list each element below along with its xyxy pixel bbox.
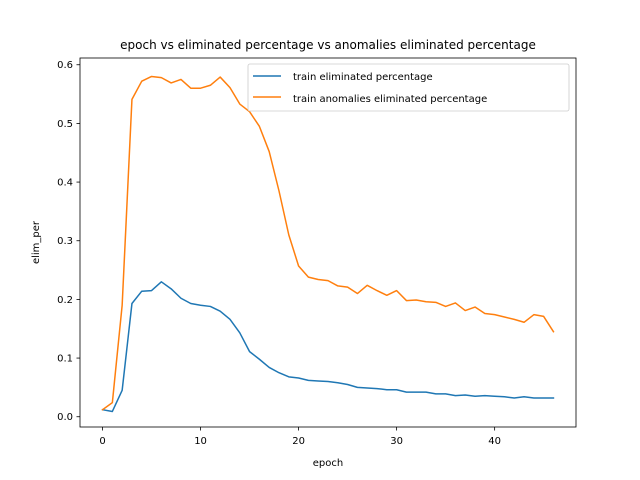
y-tick-label: 0.2 [57,295,73,306]
series-lines [101,75,555,413]
y-axis-ticks: 0.0 0.1 0.2 0.3 0.4 0.5 0.6 [57,60,80,423]
y-tick-label: 0.0 [57,412,73,423]
y-tick-label: 0.6 [57,60,73,71]
x-tick-label: 30 [390,436,403,447]
y-axis-label: elim_per [31,220,42,264]
y-tick-label: 0.5 [57,119,73,130]
x-tick-label: 0 [99,436,105,447]
plot-area [80,58,576,427]
x-tick-label: 20 [292,436,305,447]
series-line-eliminated [101,281,555,413]
legend: train eliminated percentage train anomal… [247,63,570,112]
y-tick-label: 0.4 [57,178,73,189]
y-tick-label: 0.3 [57,236,73,247]
x-axis-label: epoch [313,458,343,469]
y-tick-label: 0.1 [57,354,73,365]
legend-box [247,63,570,112]
x-tick-label: 10 [194,436,207,447]
legend-label-anomalies: train anomalies eliminated percentage [293,94,487,105]
plot-frame [79,57,577,428]
legend-label-eliminated: train eliminated percentage [293,72,433,83]
x-axis-ticks: 0 10 20 30 40 [99,427,501,447]
series-line-anomalies [101,75,555,411]
chart-title: epoch vs eliminated percentage vs anomal… [120,38,536,52]
x-tick-label: 40 [488,436,501,447]
